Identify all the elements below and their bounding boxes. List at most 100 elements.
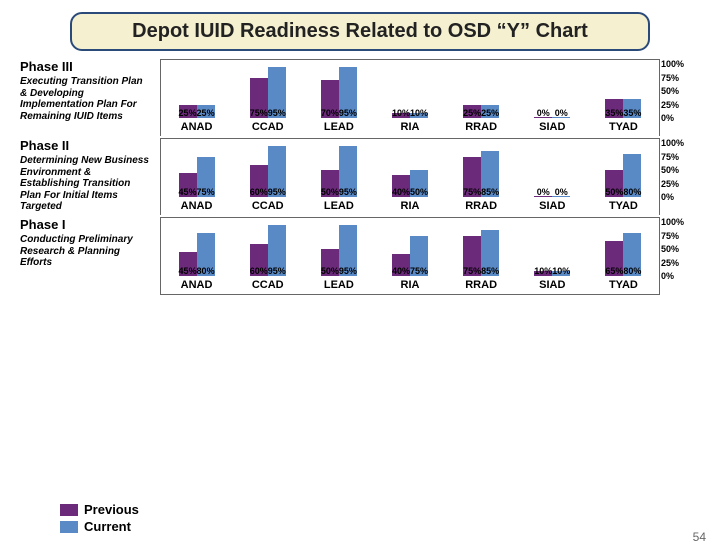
bar-group: 75%85% bbox=[446, 143, 517, 197]
category-label: CCAD bbox=[232, 276, 303, 294]
y-tick: 25% bbox=[661, 258, 679, 268]
bar-value-label: 35% bbox=[605, 108, 623, 118]
bar-previous: 35% bbox=[605, 99, 623, 118]
y-tick: 100% bbox=[661, 217, 684, 227]
bar-value-label: 25% bbox=[197, 108, 215, 118]
bar-group: 45%75% bbox=[161, 143, 232, 197]
bar-current: 95% bbox=[339, 67, 357, 118]
category-label: RIA bbox=[374, 276, 445, 294]
bar-value-label: 0% bbox=[537, 187, 550, 197]
bar-previous: 60% bbox=[250, 244, 268, 276]
phase-row: Phase II Determining New Business Environ… bbox=[20, 138, 700, 215]
bar-value-label: 65% bbox=[605, 266, 623, 276]
bar-current: 25% bbox=[197, 105, 215, 119]
category-label: ANAD bbox=[161, 276, 232, 294]
bar-value-label: 10% bbox=[534, 266, 552, 276]
category-label: ANAD bbox=[161, 197, 232, 215]
swatch-current bbox=[60, 521, 78, 533]
y-tick: 0% bbox=[661, 271, 674, 281]
bar-value-label: 85% bbox=[481, 187, 499, 197]
category-label: RIA bbox=[374, 197, 445, 215]
bar-group: 40%50% bbox=[374, 143, 445, 197]
bar-previous: 50% bbox=[321, 249, 339, 276]
category-label: TYAD bbox=[588, 118, 659, 136]
bar-value-label: 95% bbox=[339, 266, 357, 276]
bar-current: 85% bbox=[481, 230, 499, 276]
bar-value-label: 95% bbox=[268, 266, 286, 276]
bar-previous: 75% bbox=[463, 157, 481, 198]
phase-title: Phase II bbox=[20, 138, 152, 153]
bar-previous: 25% bbox=[179, 105, 197, 119]
category-label: ANAD bbox=[161, 118, 232, 136]
bar-current: 75% bbox=[197, 157, 215, 198]
phase-row: Phase IIIExecuting Transition Plan & Dev… bbox=[20, 59, 700, 136]
bar-group: 40%75% bbox=[374, 222, 445, 276]
y-tick: 0% bbox=[661, 192, 674, 202]
charts-container: Phase IIIExecuting Transition Plan & Dev… bbox=[0, 59, 720, 295]
bar-current: 75% bbox=[410, 236, 428, 277]
bar-current: 95% bbox=[268, 67, 286, 118]
legend: Previous Current bbox=[60, 500, 139, 534]
bar-current: 95% bbox=[268, 146, 286, 197]
bar-previous: 60% bbox=[250, 165, 268, 197]
phase-desc: Executing Transition Plan & Developing I… bbox=[20, 76, 152, 122]
bar-current: 50% bbox=[410, 170, 428, 197]
phase-row: Phase IConducting Preliminary Research &… bbox=[20, 217, 700, 295]
bar-group: 25%25% bbox=[446, 64, 517, 118]
bar-value-label: 80% bbox=[623, 187, 641, 197]
bar-value-label: 10% bbox=[410, 108, 428, 118]
bar-value-label: 0% bbox=[555, 108, 568, 118]
legend-current-label: Current bbox=[84, 519, 131, 534]
bar-group: 50%95% bbox=[303, 143, 374, 197]
bar-previous: 75% bbox=[250, 78, 268, 119]
bar-group: 65%80% bbox=[588, 222, 659, 276]
bar-current: 95% bbox=[339, 146, 357, 197]
bar-group: 10%10% bbox=[517, 222, 588, 276]
y-tick: 75% bbox=[661, 152, 679, 162]
bar-value-label: 25% bbox=[481, 108, 499, 118]
bar-previous: 50% bbox=[321, 170, 339, 197]
bar-value-label: 60% bbox=[250, 187, 268, 197]
bar-previous: 45% bbox=[179, 252, 197, 276]
bar-value-label: 75% bbox=[463, 187, 481, 197]
phase-title: Phase I bbox=[20, 217, 152, 232]
bar-current: 95% bbox=[339, 225, 357, 276]
bar-current: 80% bbox=[197, 233, 215, 276]
bar-value-label: 0% bbox=[537, 108, 550, 118]
page-title: Depot IUID Readiness Related to OSD “Y” … bbox=[70, 12, 650, 51]
bar-value-label: 25% bbox=[463, 108, 481, 118]
bar-group: 45%80% bbox=[161, 222, 232, 276]
bar-value-label: 35% bbox=[623, 108, 641, 118]
bar-value-label: 80% bbox=[197, 266, 215, 276]
bar-current: 80% bbox=[623, 233, 641, 276]
bar-value-label: 80% bbox=[623, 266, 641, 276]
y-tick: 50% bbox=[661, 86, 679, 96]
y-axis: 100%75%50%25%0% bbox=[661, 218, 695, 294]
category-label: RIA bbox=[374, 118, 445, 136]
bar-value-label: 10% bbox=[552, 266, 570, 276]
category-label: TYAD bbox=[588, 197, 659, 215]
bar-previous: 45% bbox=[179, 173, 197, 197]
bar-group: 50%80% bbox=[588, 143, 659, 197]
bar-value-label: 0% bbox=[555, 187, 568, 197]
bar-previous: 40% bbox=[392, 175, 410, 197]
bar-value-label: 95% bbox=[339, 187, 357, 197]
bar-group: 75%95% bbox=[232, 64, 303, 118]
y-axis: 100%75%50%25%0% bbox=[661, 139, 695, 215]
bar-current: 25% bbox=[481, 105, 499, 119]
bar-current: 35% bbox=[623, 99, 641, 118]
bar-group: 0% 0% bbox=[517, 64, 588, 118]
bar-previous: 25% bbox=[463, 105, 481, 119]
phase-desc: Determining New Business Environment & E… bbox=[20, 155, 152, 213]
bar-previous: 40% bbox=[392, 254, 410, 276]
y-tick: 25% bbox=[661, 100, 679, 110]
bar-value-label: 50% bbox=[605, 187, 623, 197]
y-tick: 75% bbox=[661, 73, 679, 83]
y-tick: 75% bbox=[661, 231, 679, 241]
page-number: 54 bbox=[693, 530, 706, 544]
bar-group: 60%95% bbox=[232, 143, 303, 197]
category-label: RRAD bbox=[446, 118, 517, 136]
bar-group: 75%85% bbox=[446, 222, 517, 276]
category-label: SIAD bbox=[517, 118, 588, 136]
category-label: RRAD bbox=[446, 276, 517, 294]
